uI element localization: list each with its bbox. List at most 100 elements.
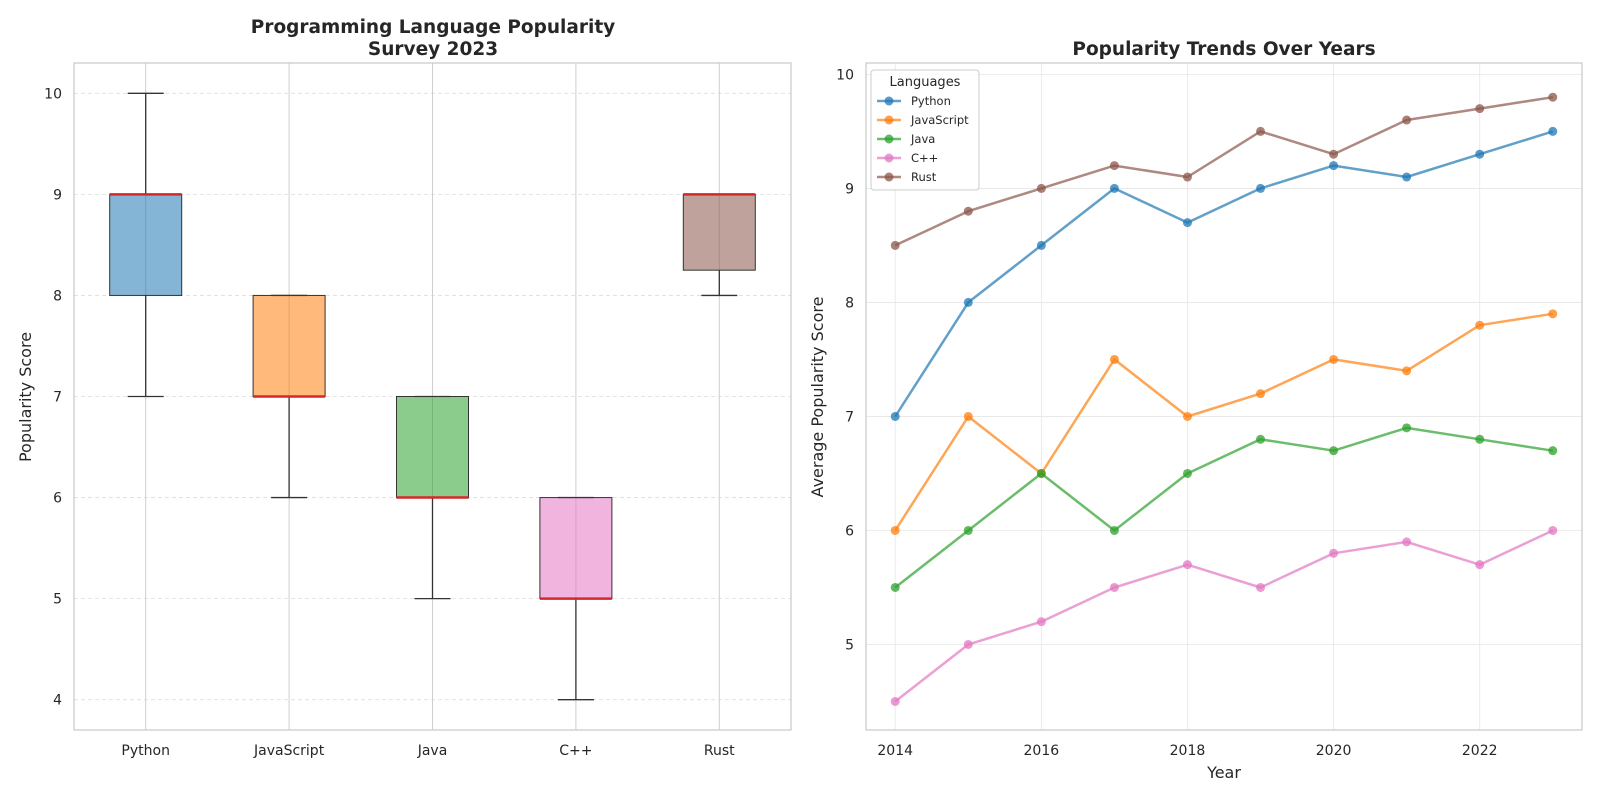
data-point-java — [1402, 423, 1412, 433]
box-plot-title-line-1: Programming Language Popularity — [251, 17, 615, 38]
legend-label-python: Python — [911, 94, 951, 108]
data-point-python — [1475, 149, 1485, 159]
data-point-python — [1182, 218, 1192, 228]
data-point-cpp — [1475, 560, 1485, 570]
series-line-javascript — [894, 312, 1553, 532]
box-plot-frame — [73, 62, 792, 731]
data-point-rust — [890, 240, 900, 250]
legend-marker-java — [884, 134, 894, 144]
box-plot-marks — [109, 92, 756, 701]
legend-label-javascript: JavaScript — [910, 113, 969, 127]
data-point-python — [1109, 183, 1119, 193]
series-line-python — [894, 130, 1554, 418]
line-chart-x-axis-label: Year — [1206, 763, 1241, 782]
data-point-python — [890, 411, 900, 421]
data-point-java — [1329, 446, 1339, 456]
series-line-rust — [894, 95, 1553, 247]
data-point-javascript — [1475, 320, 1485, 330]
data-point-javascript — [1182, 411, 1192, 421]
x-tick-label: 2020 — [1316, 743, 1352, 759]
x-tick-label-python: Python — [121, 743, 170, 759]
data-point-cpp — [890, 696, 900, 706]
y-tick-label: 8 — [845, 295, 854, 311]
x-tick-label-java: Java — [417, 743, 448, 759]
line-chart-marks — [890, 92, 1558, 706]
y-tick-label: 5 — [53, 592, 62, 608]
legend-label-rust: Rust — [911, 170, 937, 184]
legend-label-cpp: C++ — [911, 151, 938, 165]
data-point-cpp — [1548, 525, 1558, 535]
box-java — [396, 396, 469, 499]
data-point-java — [1548, 446, 1558, 456]
box-python — [109, 193, 183, 296]
data-point-rust — [963, 206, 973, 216]
data-point-python — [1329, 161, 1339, 171]
data-point-rust — [1548, 92, 1558, 102]
y-tick-label: 6 — [845, 523, 854, 539]
data-point-cpp — [1182, 560, 1192, 570]
data-point-rust — [1475, 104, 1485, 114]
line-chart-panel: Popularity Trends Over Years Year Averag… — [808, 39, 1583, 782]
x-tick-label: 2018 — [1170, 743, 1206, 759]
box-cpp — [539, 497, 613, 600]
y-tick-label: 10 — [836, 67, 854, 83]
data-point-java — [890, 582, 900, 592]
line-chart-frame — [865, 62, 1583, 731]
data-point-python — [1256, 183, 1266, 193]
series-line-java — [894, 426, 1553, 589]
data-point-cpp — [1329, 548, 1339, 558]
data-point-javascript — [1256, 389, 1266, 399]
data-point-cpp — [1036, 617, 1046, 627]
y-tick-label: 5 — [845, 637, 854, 653]
legend-marker-rust — [884, 172, 894, 182]
box-javascript — [252, 294, 326, 397]
data-point-cpp — [1256, 582, 1266, 592]
y-tick-label: 9 — [53, 187, 62, 203]
data-point-python — [1548, 126, 1558, 136]
y-tick-label: 9 — [845, 181, 854, 197]
data-point-javascript — [963, 411, 973, 421]
series-line-cpp — [894, 529, 1554, 703]
legend-marker-javascript — [884, 115, 894, 125]
data-point-java — [1256, 434, 1266, 444]
legend-marker-python — [884, 96, 894, 106]
data-point-rust — [1182, 172, 1192, 182]
data-point-rust — [1329, 149, 1339, 159]
data-point-python — [1036, 240, 1046, 250]
data-point-rust — [1256, 126, 1266, 136]
legend-marker-cpp — [884, 153, 894, 163]
data-point-cpp — [1109, 582, 1119, 592]
data-point-java — [1475, 434, 1485, 444]
legend-title: Languages — [890, 75, 961, 90]
data-point-javascript — [1329, 354, 1339, 364]
data-point-javascript — [1402, 366, 1412, 376]
data-point-javascript — [1109, 354, 1119, 364]
line-chart-title: Popularity Trends Over Years — [1072, 39, 1375, 60]
data-point-rust — [1036, 183, 1046, 193]
y-tick-label: 7 — [53, 390, 62, 406]
legend-label-java: Java — [910, 132, 935, 146]
data-point-python — [1402, 172, 1412, 182]
data-point-java — [1182, 468, 1192, 478]
x-tick-label: 2022 — [1462, 743, 1498, 759]
data-point-java — [1036, 468, 1046, 478]
y-tick-label: 6 — [53, 491, 62, 507]
box-rust — [682, 193, 756, 271]
data-point-rust — [1402, 115, 1412, 125]
x-tick-label: 2014 — [877, 743, 913, 759]
data-point-javascript — [1548, 309, 1558, 319]
data-point-cpp — [963, 639, 973, 649]
legend-entries: Python JavaScript Java C++ Rust — [877, 94, 969, 184]
y-tick-label: 8 — [53, 288, 62, 304]
data-point-java — [1109, 525, 1119, 535]
data-point-python — [963, 297, 973, 307]
x-tick-label-cpp: C++ — [559, 743, 592, 759]
y-tick-label: 4 — [53, 693, 62, 709]
line-chart-ticks: 5 6 7 8 9 10 2014 2016 2018 2020 2022 — [836, 67, 1497, 759]
y-tick-label: 10 — [44, 86, 62, 102]
box-plot-y-axis-label: Popularity Score — [16, 332, 35, 462]
box-plot-title-line-2: Survey 2023 — [368, 39, 498, 60]
box-plot-ticks: 4 5 6 7 8 9 10 Python JavaScript Java C++ Rust — [44, 86, 735, 759]
data-point-rust — [1109, 161, 1119, 171]
